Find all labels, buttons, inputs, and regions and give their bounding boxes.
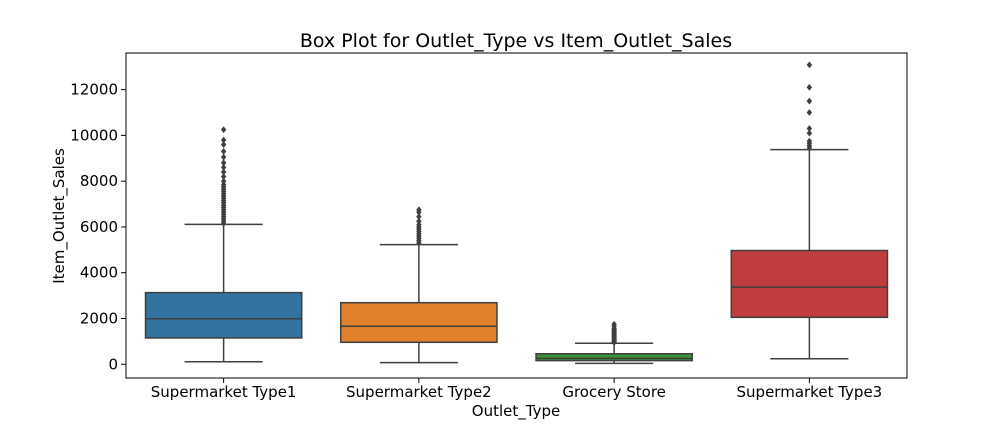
y-tick-label: 2000 — [80, 309, 118, 327]
plot-frame — [125, 52, 908, 379]
outlier-point — [220, 153, 227, 161]
y-tick-label: 0 — [108, 355, 118, 373]
chart-title: Box Plot for Outlet_Type vs Item_Outlet_… — [300, 30, 732, 52]
outlier-point — [806, 97, 813, 105]
outlier-point — [806, 125, 813, 132]
outlier-point — [416, 213, 422, 221]
y-axis-label: Item_Outlet_Sales — [50, 148, 69, 284]
outlier-point — [806, 83, 813, 91]
outlier-point — [220, 168, 227, 176]
outlier-point — [220, 173, 227, 180]
box-supermarket-type2 — [340, 301, 498, 344]
outlier-point — [220, 159, 227, 167]
outlier-point — [416, 221, 422, 229]
outlier-point — [806, 137, 813, 145]
y-tick-label: 8000 — [80, 172, 118, 190]
outlier-point — [806, 109, 813, 116]
outlier-point — [806, 129, 813, 137]
outlier-point — [220, 177, 227, 185]
x-tick-label: Supermarket Type3 — [737, 383, 883, 401]
x-tick-label: Supermarket Type2 — [346, 383, 492, 401]
x-axis-label: Outlet_Type — [472, 402, 560, 421]
x-tick-label: Supermarket Type1 — [151, 383, 297, 401]
outlier-point — [220, 136, 227, 144]
outlier-point — [220, 164, 227, 171]
outlier-point — [220, 148, 227, 155]
y-tick-label: 12000 — [70, 81, 118, 99]
outlier-point — [611, 320, 617, 328]
outlier-point — [416, 217, 422, 225]
outlier-point — [220, 181, 227, 189]
y-tick-label: 10000 — [70, 126, 118, 144]
outlier-point — [806, 61, 813, 69]
x-tick-label: Grocery Store — [562, 383, 666, 401]
y-tick-label: 4000 — [80, 264, 118, 282]
box-grocery-store — [535, 352, 693, 362]
plot-area: 0 2000 4000 6000 8000 10000 12000 Supermarket T… — [70, 52, 908, 401]
box-supermarket-type3 — [730, 249, 889, 319]
box-supermarket-type1 — [144, 291, 303, 339]
outlier-point — [220, 126, 227, 134]
y-tick-label: 6000 — [80, 218, 118, 236]
outlier-point — [220, 141, 227, 148]
outlier-point — [416, 206, 422, 214]
